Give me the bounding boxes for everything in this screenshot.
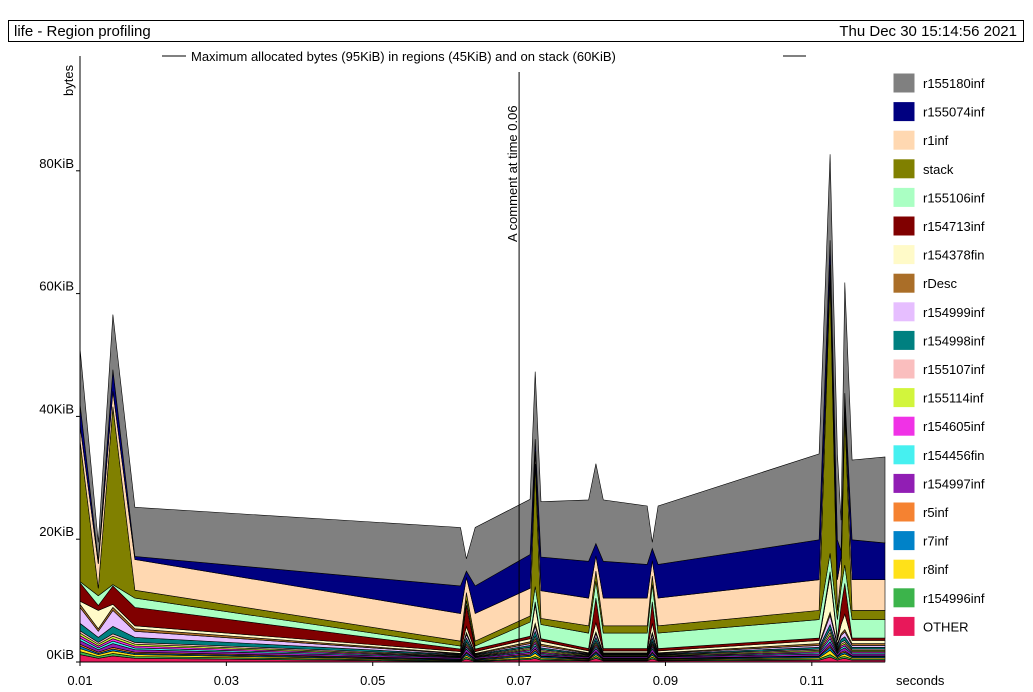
legend-label-stack: stack: [923, 162, 954, 177]
x-tick-label: 0.05: [360, 673, 385, 688]
x-tick-label: 0.11: [800, 673, 824, 688]
legend-swatch-r154713inf: [892, 215, 916, 237]
axes-group: [79, 56, 885, 663]
legend-swatch-r154456fin: [892, 444, 916, 466]
legend-label-r155114inf: r155114inf: [923, 391, 984, 406]
legend-label-r154605inf: r154605inf: [923, 419, 985, 434]
legend-swatch-r154997inf: [892, 472, 916, 494]
legend-swatch-r154605inf: [892, 415, 916, 437]
legend-swatch-other: [892, 615, 916, 637]
title-bar: life - Region profiling Thu Dec 30 15:14…: [8, 20, 1024, 42]
y-tick-label: 20KiB: [39, 524, 74, 539]
x-ticks: 0.01 0.03 0.05 0.07 0.09 0.11: [67, 662, 824, 688]
y-tick-label: 80KiB: [39, 156, 74, 171]
time-annotation: A comment at time 0.06: [505, 72, 520, 662]
legend-label-r1inf: r1inf: [923, 133, 949, 148]
y-tick-label: 0KiB: [47, 647, 74, 662]
legend-label-r154999inf: r154999inf: [923, 305, 985, 320]
legend-label-r155107inf: r155107inf: [923, 362, 985, 377]
legend-swatch-stack: [892, 158, 916, 180]
y-tick-label: 60KiB: [39, 279, 74, 294]
legend-label-r154996inf: r154996inf: [923, 591, 985, 606]
timestamp: Thu Dec 30 15:14:56 2021: [839, 23, 1017, 40]
subtitle-legend: Maximum allocated bytes (95KiB) in regio…: [162, 49, 806, 64]
legend-label-r154713inf: r154713inf: [923, 219, 985, 234]
y-tick-label: 40KiB: [39, 401, 74, 416]
legend-swatch-r155107inf: [892, 358, 916, 380]
legend-label-rdesc: rDesc: [923, 276, 957, 291]
legend-swatch-r154999inf: [892, 301, 916, 323]
area-r155180inf: [79, 154, 886, 587]
x-tick-label: 0.03: [214, 673, 239, 688]
legend-label-other: OTHER: [923, 619, 969, 634]
x-tick-label: 0.09: [653, 673, 678, 688]
chart-subtitle: Maximum allocated bytes (95KiB) in regio…: [191, 49, 616, 64]
legend-swatch-r155114inf: [892, 387, 916, 409]
annotation-text: A comment at time 0.06: [505, 105, 520, 242]
legend-label-r154456fin: r154456fin: [923, 448, 984, 463]
x-tick-label: 0.01: [67, 673, 92, 688]
legend-label-r5inf: r5inf: [923, 505, 949, 520]
legend-swatch-rdesc: [892, 272, 916, 294]
legend-swatch-r155106inf: [892, 186, 916, 208]
legend-label-r7inf: r7inf: [923, 534, 949, 549]
legend-swatch-r154378fin: [892, 244, 916, 266]
legend-label-r154998inf: r154998inf: [923, 333, 985, 348]
legend-swatch-r5inf: [892, 501, 916, 523]
legend-label-r154378fin: r154378fin: [923, 248, 984, 263]
legend-swatch-r8inf: [892, 558, 916, 580]
y-axis-label: bytes: [61, 64, 76, 96]
legend-swatch-r155074inf: [892, 101, 916, 123]
legend-swatch-r154996inf: [892, 587, 916, 609]
area-series-group: [79, 154, 886, 663]
x-axis-label: seconds: [896, 673, 945, 688]
legend-label-r154997inf: r154997inf: [923, 476, 985, 491]
legend-label-r155106inf: r155106inf: [923, 190, 985, 205]
y-ticks: 0KiB 20KiB 40KiB 60KiB 80KiB: [39, 156, 80, 663]
legend-swatch-r7inf: [892, 530, 916, 552]
chart-title: life - Region profiling: [14, 23, 151, 40]
legend: r155180inf r155074inf r1inf stack r155106inf…: [892, 72, 985, 637]
legend-swatch-r154998inf: [892, 329, 916, 351]
legend-label-r155074inf: r155074inf: [923, 105, 985, 120]
x-tick-label: 0.07: [506, 673, 531, 688]
legend-label-r8inf: r8inf: [923, 562, 949, 577]
legend-swatch-r1inf: [892, 129, 916, 151]
legend-label-r155180inf: r155180inf: [923, 76, 985, 91]
legend-swatch-r155180inf: [892, 72, 916, 94]
